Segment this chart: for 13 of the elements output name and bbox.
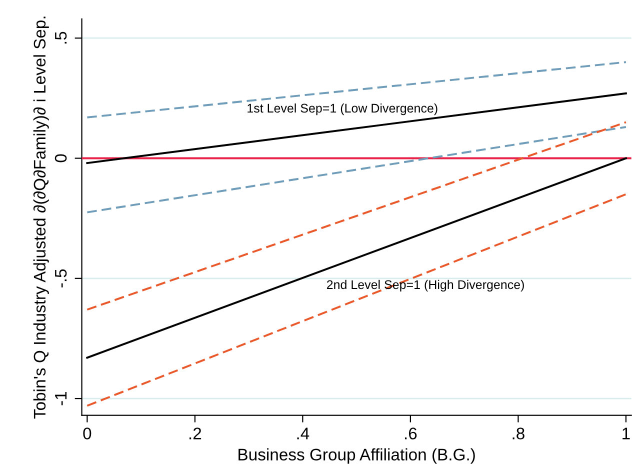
x-tick-label: .6 bbox=[405, 428, 417, 440]
y-tick-label: 0 bbox=[54, 154, 67, 162]
y-tick-label: -.5 bbox=[55, 269, 67, 288]
x-tick-label: 1 bbox=[622, 428, 630, 440]
annotation: 1st Level Sep=1 (Low Divergence) bbox=[248, 103, 438, 116]
x-tick-label: 0 bbox=[83, 428, 92, 440]
x-axis-title: Business Group Affiliation (B.G.) bbox=[238, 448, 475, 464]
y-tick-label: -1 bbox=[55, 392, 67, 406]
x-tick-label: .2 bbox=[190, 428, 202, 440]
y-axis-title: Tobin's Q Industry Adjusted ∂(∂Q∂Family)∂ i Level Sep. bbox=[33, 16, 49, 419]
y-tick-label: .5 bbox=[55, 32, 67, 44]
x-tick-label: .8 bbox=[512, 428, 524, 440]
x-tick-label: .4 bbox=[297, 428, 310, 440]
